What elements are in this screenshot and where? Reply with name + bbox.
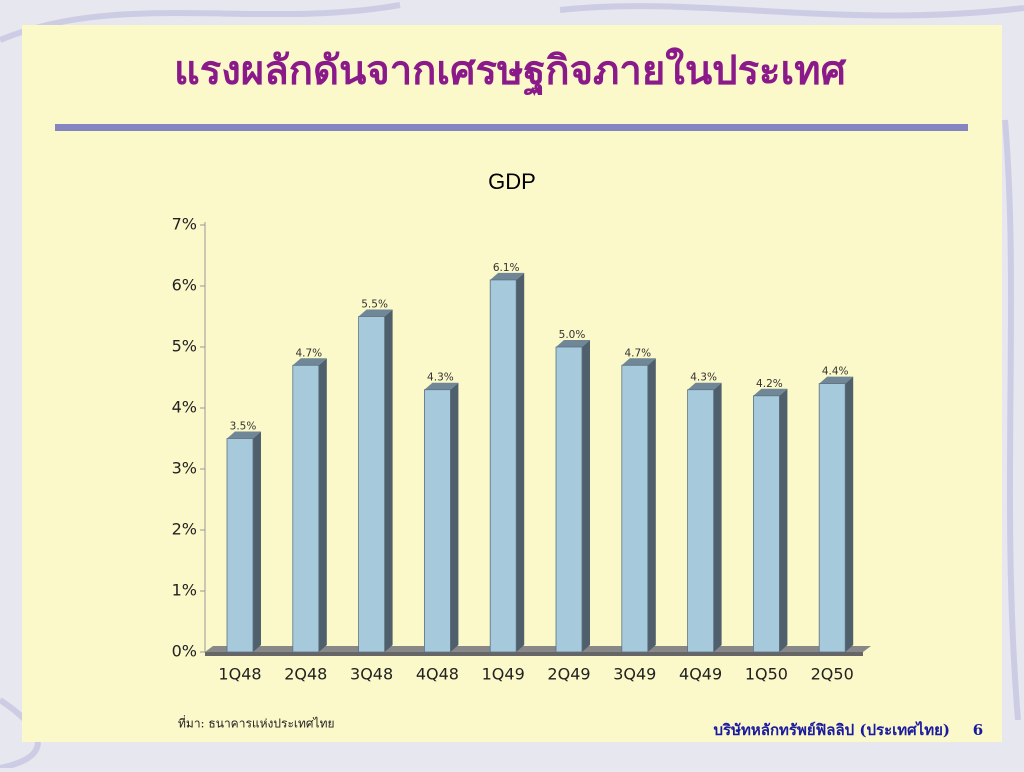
value-label: 4.3% <box>427 372 454 384</box>
value-label: 4.2% <box>756 378 783 390</box>
x-tick-label: 4Q49 <box>679 665 722 684</box>
value-label: 5.0% <box>559 329 586 341</box>
bar-top <box>819 376 854 384</box>
page-number: 6 <box>973 721 983 739</box>
bar-top <box>556 340 590 347</box>
bar <box>226 438 254 653</box>
value-label: 3.5% <box>230 421 257 433</box>
x-tick-label: 1Q49 <box>482 665 525 684</box>
x-tick-label: 3Q49 <box>613 665 656 684</box>
y-tick-label: 6% <box>172 276 197 295</box>
y-tick-label: 4% <box>172 398 197 417</box>
y-tick-label: 7% <box>172 215 197 234</box>
bar-side <box>713 382 722 652</box>
bar-side <box>647 358 656 652</box>
value-label: 4.7% <box>295 347 322 359</box>
bar-side <box>253 431 261 652</box>
value-label: 5.5% <box>361 299 388 311</box>
bar <box>292 364 320 653</box>
bar-side <box>384 309 393 652</box>
bar <box>621 364 649 653</box>
y-tick-label: 1% <box>172 581 197 600</box>
title-rule <box>55 124 968 131</box>
value-label: 4.4% <box>822 366 849 378</box>
bar <box>818 383 846 653</box>
plot: 0% 1% 2% 3% 4% 5% 6% 7% 1Q48 3.5% 2Q48 4.7% 3Q48 5.5%… <box>172 215 854 684</box>
bar-top <box>490 272 525 280</box>
x-tick-label: 4Q48 <box>416 665 459 684</box>
bar-side <box>845 376 854 652</box>
bar-top <box>227 431 261 439</box>
bar-top <box>358 309 393 317</box>
y-tick-label: 3% <box>172 459 197 478</box>
x-tick-label: 2Q50 <box>811 665 854 684</box>
y-tick-label: 0% <box>172 642 197 661</box>
bar-side <box>516 272 525 652</box>
chart-title: GDP <box>488 169 536 194</box>
x-tick-label: 1Q50 <box>745 665 788 684</box>
bar-top <box>292 358 327 366</box>
bar-side <box>582 340 590 652</box>
value-label: 6.1% <box>493 262 520 274</box>
floor-front <box>205 652 863 656</box>
bar-side <box>450 382 459 652</box>
y-tick-label: 5% <box>172 337 197 356</box>
source-note: ที่มา: ธนาคารแห่งประเทศไทย <box>178 715 335 731</box>
y-tick-label: 2% <box>172 520 197 539</box>
value-label: 4.3% <box>690 372 717 384</box>
x-tick-label: 1Q48 <box>218 665 261 684</box>
slide-title: แรงผลักดันจากเศรษฐกิจภายในประเทศ <box>174 47 847 97</box>
bar <box>753 395 780 653</box>
value-label: 4.7% <box>624 347 651 359</box>
x-tick-label: 2Q48 <box>284 665 327 684</box>
bar <box>358 316 386 653</box>
bar <box>423 389 451 653</box>
bar-top <box>753 388 788 396</box>
bar <box>489 279 517 653</box>
bar-top <box>687 382 722 390</box>
bar-side <box>318 358 327 652</box>
bar-top <box>621 358 656 366</box>
x-tick-label: 2Q49 <box>547 665 590 684</box>
x-tick-label: 3Q48 <box>350 665 393 684</box>
bar-side <box>779 388 788 652</box>
bar <box>555 346 583 653</box>
bar-top <box>424 382 459 390</box>
bar <box>687 389 714 653</box>
company-name: บริษัทหลักทรัพย์ฟิลลิป (ประเทศไทย) <box>714 720 950 739</box>
